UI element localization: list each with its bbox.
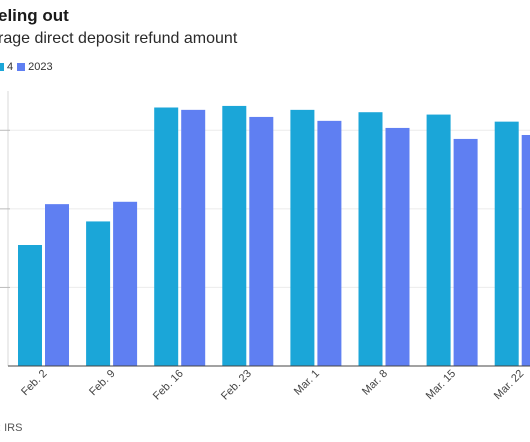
bar-1-8 [494,121,519,367]
bar-1-3 [154,107,179,366]
bar-2-5 [317,120,342,366]
bar-1-2 [86,221,111,366]
x-tick-label: Feb. 9 [87,368,118,399]
bar-2-3 [181,109,206,366]
chart-title: eling out [0,6,69,25]
legend-label-series-2: 2023 [28,61,53,73]
legend-swatch-series-1 [0,63,4,71]
x-tick-label: Mar. 22 [492,368,526,402]
bar-1-7 [426,114,451,366]
x-tick-label: Feb. 23 [219,368,254,403]
chart-subtitle: rage direct deposit refund amount [0,30,238,47]
bar-2-6 [385,127,410,366]
bar-1-4 [222,105,247,366]
bar-1-6 [358,112,383,366]
bar-2-4 [249,116,274,366]
x-tick-label: Mar. 1 [292,368,322,398]
x-tick-label: Mar. 8 [360,368,390,398]
x-tick-label: Feb. 16 [151,368,186,403]
bar-1-5 [290,109,315,366]
x-tick-label: Feb. 2 [19,368,50,399]
bar-1-1 [18,245,42,366]
bar-2-2 [113,201,138,366]
x-tick-label: Mar. 15 [424,368,458,402]
legend-label-series-1: 4 [7,61,14,73]
legend-item-series-2: 2023 [17,61,53,73]
legend-swatch-series-2 [17,63,26,71]
bar-2-8 [521,135,530,366]
bar-2-1 [45,204,69,366]
bar-2-7 [453,138,478,366]
legend-item-series-1: 4 [0,61,13,73]
chart-source: : IRS [0,422,23,434]
legend: 4 2023 [0,61,57,73]
